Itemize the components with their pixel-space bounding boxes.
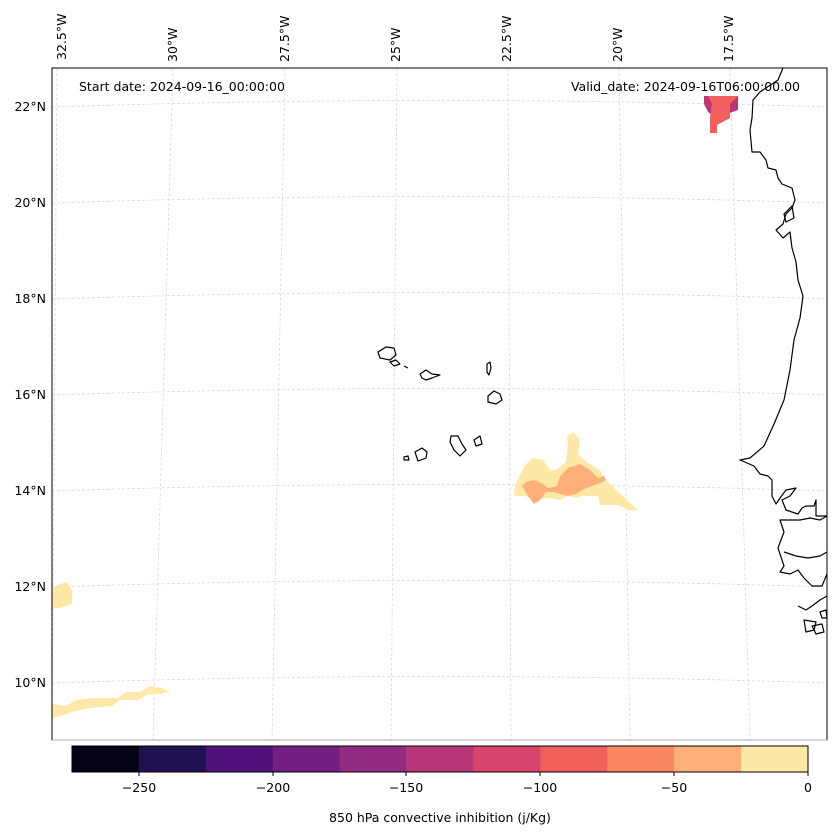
meridian-30w [152,67,174,741]
colorbar-swatch [741,746,809,772]
colorbar-swatches [72,746,809,772]
meridian-22-5w [507,67,512,741]
lon-label-22-5w: 22.5°W [499,16,514,62]
coast-inlet-1 [783,205,795,223]
coast-inlet-3 [797,595,828,611]
meridian-32-5w [51,67,58,741]
cb-tick-label-neg250: −250 [122,780,156,795]
african-coastline [739,67,828,587]
valid-date-label: Valid_date: 2024-09-16T06:00:00.00 [571,79,800,94]
cb-tick-label-neg150: −150 [389,780,423,795]
lon-label-20w: 20°W [610,27,625,62]
start-date-label: Start date: 2024-09-16_00:00:00 [79,79,285,94]
island-maio [473,435,483,447]
cb-tick-label-neg100: −100 [523,780,557,795]
map-panel [51,67,828,741]
colorbar-ticks [138,772,809,776]
meridian-27-5w [271,67,286,741]
meridian-25w [390,67,398,741]
island-boa-vista [487,390,503,405]
latitude-labels: 22°N 20°N 18°N 16°N 14°N 12°N 10°N [14,99,46,690]
colorbar: −250 −200 −150 −100 −50 0 850 hPa convec… [71,745,812,825]
island-santa-luzia [403,365,409,369]
cb-tick-label-neg50: −50 [661,780,687,795]
cb-tick-label-neg200: −200 [256,780,290,795]
colorbar-swatch [272,746,341,772]
cin-fill-sw-band [52,686,170,718]
meridian-20w [618,67,631,741]
parallel-22n [51,100,828,108]
lat-label-14n: 14°N [14,483,46,498]
island-brava [403,455,410,461]
cin-fill-west-12n [52,582,72,608]
lat-label-20n: 20°N [14,195,46,210]
colorbar-swatch [473,746,541,772]
parallel-gridlines [51,100,828,684]
lon-label-32-5w: 32.5°W [54,14,69,60]
meridian-gridlines [51,67,751,741]
colorbar-swatch [607,746,675,772]
colorbar-swatch [205,746,274,772]
colorbar-frame [71,745,809,773]
longitude-labels: 32.5°W 30°W 27.5°W 25°W 22.5°W 20°W 17.5… [54,14,736,62]
parallel-10n [51,676,828,684]
lat-label-12n: 12°N [14,579,46,594]
colorbar-swatch [72,746,140,772]
lat-label-18n: 18°N [14,291,46,306]
island-fogo [414,447,428,462]
colorbar-swatch [339,746,408,772]
parallel-20n [51,196,828,204]
island-sal [486,361,492,376]
parallel-14n [51,484,828,492]
meridian-17-5w [729,67,751,741]
colorbar-title: 850 hPa convective inhibition (j/Kg) [329,810,551,825]
parallel-18n [51,292,828,300]
parallel-16n [51,388,828,396]
coast-inlet-2 [783,551,828,559]
island-santiago [449,435,467,457]
colorbar-swatch [138,746,207,772]
lat-label-16n: 16°N [14,387,46,402]
cb-tick-label-0: 0 [804,780,812,795]
island-sao-vicente [389,359,401,367]
lon-label-25w: 25°W [388,27,403,62]
cin-contour-fills [52,96,738,718]
cin-fill-ne [708,96,738,133]
parallel-12n [51,580,828,588]
lat-label-10n: 10°N [14,675,46,690]
lon-label-27-5w: 27.5°W [277,16,292,62]
cin-fill-central-inner [522,464,606,504]
lat-label-22n: 22°N [14,99,46,114]
coastlines [377,67,828,635]
island-santo-antao [377,346,397,361]
island-sao-nicolau [419,369,441,381]
lon-label-30w: 30°W [165,27,180,62]
colorbar-swatch [406,746,474,772]
lon-label-17-5w: 17.5°W [721,16,736,62]
map-background [52,68,827,740]
colorbar-swatch [540,746,608,772]
colorbar-swatch [674,746,742,772]
